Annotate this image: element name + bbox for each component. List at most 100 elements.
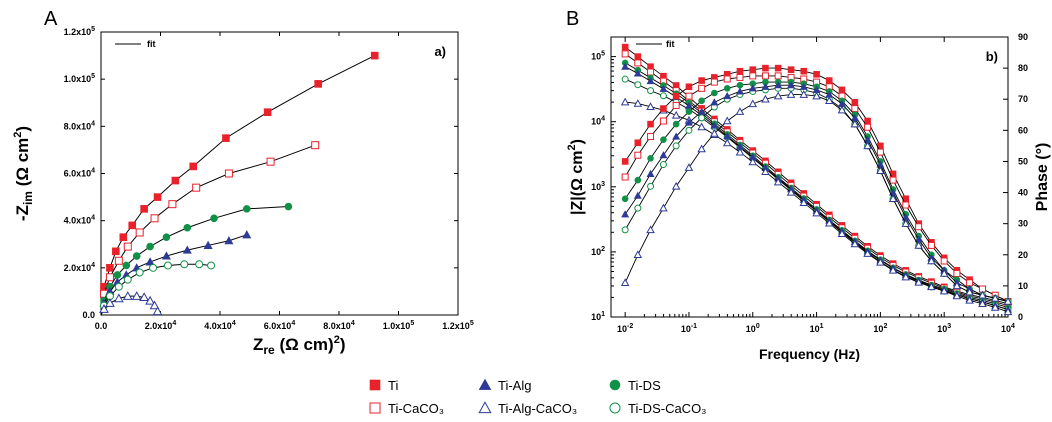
phase-point-ti <box>800 67 808 75</box>
point-ti-alg-caco3 <box>145 295 155 305</box>
point-ti <box>119 233 128 241</box>
phase-point-ti-ds-caco3 <box>647 182 655 190</box>
y-tick-label: 2.0x104 <box>64 262 96 273</box>
phase-point-ti-caco3 <box>889 176 897 184</box>
legend-label: Ti <box>388 377 399 393</box>
point-ti-alg <box>242 230 252 239</box>
nyquist-chart: 0.0 2.0x104 4.0x104 6.0x104 8.0x104 1.0x105 1.… <box>12 26 474 357</box>
phase-fit-line-ti-ds <box>624 81 1009 302</box>
phase-point-ti-alg-caco3 <box>620 278 630 287</box>
modulus-point-ti-alg-caco3 <box>850 239 860 248</box>
point-ti <box>189 162 198 171</box>
legend-item-ti-ds: Ti-DS <box>607 377 661 393</box>
bode-chart: 10-2 10-1 100 101 102 103 10410110210310410501… <box>566 32 1051 362</box>
x-tick-label: 1.2x105 <box>442 320 474 331</box>
modulus-point-ti-alg <box>710 121 719 129</box>
x-tick-label: 4.0x104 <box>204 320 236 331</box>
phase-point-ti-caco3 <box>864 123 872 131</box>
phase-point-ti <box>838 86 846 94</box>
point-ti <box>128 221 137 230</box>
phase-point-ti-caco3 <box>940 257 948 265</box>
phase-point-ti-alg <box>736 87 744 95</box>
point-ti-alg <box>224 236 234 245</box>
phase-point-ti <box>864 117 871 125</box>
y-right-tick-label: 50 <box>1018 156 1028 166</box>
modulus-point-ti-alg-caco3 <box>722 138 732 147</box>
legend-item-ti-ds-caco3: Ti-DS-CaCO₃ <box>607 400 706 416</box>
circle-marker-icon <box>609 379 621 391</box>
legend-item-ti: Ti <box>367 377 398 393</box>
point-ti <box>222 134 230 142</box>
y-right-tick-label: 40 <box>1018 188 1028 198</box>
y-tick-label: 0.0 <box>82 310 95 320</box>
phase-fit-line-ti <box>624 67 1009 302</box>
phase-point-ti-alg <box>672 132 681 140</box>
phase-point-ti-ds-caco3 <box>672 142 680 150</box>
phase-point-ti-alg-caco3 <box>863 141 872 150</box>
y-right-tick-label: 70 <box>1018 94 1028 104</box>
x-tick-label: 10-2 <box>617 323 633 334</box>
point-ti-alg <box>182 245 192 254</box>
phase-point-ti-caco3 <box>876 148 884 156</box>
x-tick-label: 8.0x104 <box>323 320 355 331</box>
square-marker-icon <box>369 402 381 414</box>
phase-point-ti-alg-caco3 <box>824 96 834 105</box>
modulus-point-ti-caco3 <box>647 68 655 76</box>
phase-point-ti-ds-caco3 <box>685 126 693 134</box>
phase-point-ti-alg <box>659 151 668 159</box>
y-tick-label: 6.0x104 <box>64 168 96 179</box>
phase-point-ti-caco3 <box>710 78 718 86</box>
phase-point-ti-ds <box>647 155 654 162</box>
phase-point-ti <box>813 71 820 78</box>
point-ti <box>370 51 379 60</box>
x-axis-label: Zre (Ω cm)2) <box>253 334 346 357</box>
phase-point-ti-alg-caco3 <box>761 94 770 103</box>
phase-point-ti <box>736 67 744 75</box>
point-ti-alg-caco3 <box>99 304 109 313</box>
modulus-point-ti-alg-caco3 <box>735 147 745 156</box>
point-ti-alg-caco3 <box>139 292 150 302</box>
phase-point-ti-alg <box>761 82 770 90</box>
modulus-point-ti-alg-caco3 <box>965 295 974 304</box>
modulus-point-ti-alg-caco3 <box>1003 307 1013 316</box>
point-ti-caco3 <box>311 141 320 150</box>
phase-point-ti-alg-caco3 <box>850 119 860 128</box>
point-ti-ds <box>242 205 251 213</box>
phase-point-ti-caco3 <box>659 117 667 125</box>
phase-point-ti-ds-caco3 <box>659 161 667 169</box>
square-marker-icon <box>369 379 381 391</box>
phase-point-ti-alg-caco3 <box>735 107 745 115</box>
phase-point-ti-alg-caco3 <box>927 256 936 265</box>
phase-point-ti-alg <box>633 191 642 199</box>
phase-point-ti-ds <box>685 108 693 115</box>
phase-point-ti <box>787 66 795 73</box>
y-right-tick-label: 60 <box>1018 125 1028 135</box>
point-ti-ds <box>162 233 171 241</box>
panel-label-a: a) <box>434 44 446 59</box>
phase-point-ti-alg-caco3 <box>978 290 987 299</box>
phase-point-ti-alg-caco3 <box>812 91 821 100</box>
phase-point-ti-caco3 <box>761 72 769 80</box>
point-ti-alg <box>145 257 155 266</box>
modulus-point-ti-alg-caco3 <box>761 167 770 176</box>
modulus-point-ti-alg <box>633 69 642 77</box>
modulus-point-ti-alg-caco3 <box>773 177 783 186</box>
point-ti-caco3 <box>105 273 114 282</box>
point-ti-alg-caco3 <box>152 306 163 316</box>
legend-item-ti-caco3: Ti-CaCO₃ <box>367 400 444 416</box>
phase-point-ti-caco3 <box>723 75 731 83</box>
point-ti-ds-caco3 <box>149 263 158 272</box>
phase-point-ti-ds <box>711 89 718 97</box>
legend-marker <box>369 402 381 414</box>
phase-point-ti-caco3 <box>966 279 974 287</box>
modulus-point-ti-ds-caco3 <box>647 87 655 95</box>
phase-point-ti-alg-caco3 <box>697 144 706 153</box>
modulus-point-ti-alg-caco3 <box>863 249 872 257</box>
legend-label: Ti-Alg <box>498 377 532 393</box>
phase-point-ti-alg-caco3 <box>633 250 643 259</box>
x-tick-label: 6.0x104 <box>264 320 296 331</box>
modulus-point-ti <box>621 43 629 51</box>
phase-fit-line-ti-alg-caco3 <box>624 94 1009 302</box>
panel-label-b: b) <box>986 49 998 64</box>
modulus-point-ti-alg-caco3 <box>671 110 681 119</box>
